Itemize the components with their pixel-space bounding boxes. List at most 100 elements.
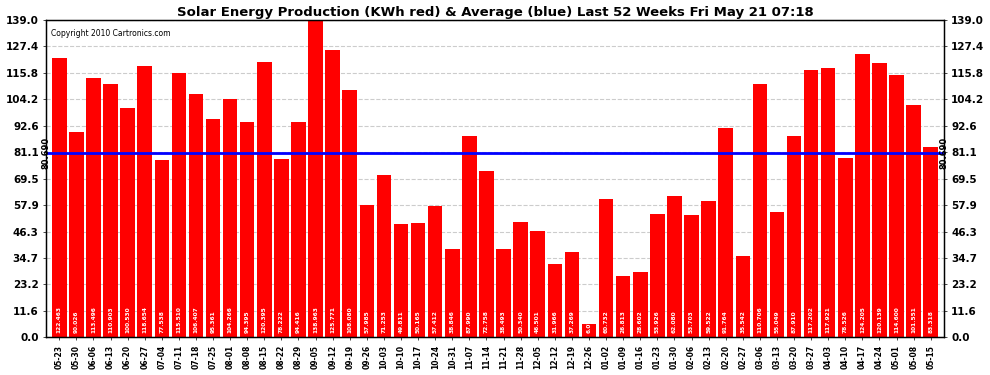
Bar	[582, 324, 596, 338]
Text: 50.340: 50.340	[518, 310, 523, 333]
Text: 62.080: 62.080	[672, 310, 677, 333]
Text: 83.318: 83.318	[929, 310, 934, 333]
Text: 78.222: 78.222	[279, 310, 284, 333]
Text: 90.026: 90.026	[74, 310, 79, 333]
Text: 35.542: 35.542	[741, 310, 745, 333]
Text: 115.510: 115.510	[176, 306, 181, 333]
Bar	[343, 90, 357, 338]
Text: 118.654: 118.654	[143, 306, 148, 333]
Bar	[564, 252, 579, 338]
Text: 46.501: 46.501	[536, 310, 541, 333]
Text: 94.416: 94.416	[296, 310, 301, 333]
Bar	[787, 136, 801, 338]
Text: 138.963: 138.963	[313, 306, 318, 333]
Text: 37.269: 37.269	[569, 310, 574, 333]
Text: 117.921: 117.921	[826, 306, 831, 333]
Text: 31.966: 31.966	[552, 310, 557, 333]
Text: 77.538: 77.538	[159, 310, 164, 333]
Text: 60.732: 60.732	[604, 310, 609, 333]
Bar	[650, 214, 664, 338]
Text: 110.903: 110.903	[108, 306, 113, 333]
Bar	[872, 63, 887, 338]
Text: 91.764: 91.764	[723, 310, 729, 333]
Text: 104.266: 104.266	[228, 306, 233, 333]
Bar	[547, 264, 562, 338]
Bar	[171, 74, 186, 338]
Bar	[889, 75, 904, 338]
Bar	[667, 195, 682, 338]
Text: 80.690: 80.690	[940, 137, 948, 169]
Bar	[69, 132, 83, 338]
Bar	[257, 62, 271, 338]
Text: 53.703: 53.703	[689, 310, 694, 333]
Text: 6.079: 6.079	[586, 314, 591, 333]
Text: 55.049: 55.049	[774, 310, 779, 333]
Bar	[394, 224, 408, 338]
Bar	[769, 211, 784, 338]
Bar	[206, 120, 221, 338]
Bar	[446, 249, 459, 338]
Bar	[616, 276, 631, 338]
Bar	[736, 256, 750, 338]
Bar	[496, 249, 511, 338]
Bar	[103, 84, 118, 338]
Bar	[291, 122, 306, 338]
Bar	[462, 136, 476, 338]
Text: 49.811: 49.811	[399, 310, 404, 333]
Bar	[839, 158, 852, 338]
Text: 113.496: 113.496	[91, 306, 96, 333]
Text: 26.813: 26.813	[621, 310, 626, 333]
Text: 78.526: 78.526	[842, 310, 847, 333]
Bar	[924, 147, 938, 338]
Text: 125.771: 125.771	[331, 306, 336, 333]
Bar	[804, 69, 819, 338]
Text: 120.395: 120.395	[261, 306, 267, 333]
Text: 59.522: 59.522	[706, 310, 711, 333]
Text: 122.463: 122.463	[56, 306, 61, 333]
Text: 57.985: 57.985	[364, 310, 369, 333]
Text: 28.602: 28.602	[638, 310, 643, 333]
Bar	[308, 20, 323, 338]
Text: 57.412: 57.412	[433, 310, 438, 333]
Bar	[599, 199, 614, 338]
Bar	[684, 214, 699, 338]
Text: 71.253: 71.253	[381, 310, 386, 333]
Text: 50.165: 50.165	[416, 310, 421, 333]
Text: 108.080: 108.080	[347, 306, 352, 333]
Bar	[189, 94, 203, 338]
Text: 95.361: 95.361	[211, 310, 216, 333]
Text: 72.758: 72.758	[484, 310, 489, 333]
Bar	[376, 175, 391, 338]
Text: 101.551: 101.551	[911, 306, 916, 333]
Bar	[907, 105, 921, 338]
Bar	[821, 68, 836, 338]
Text: 80.690: 80.690	[42, 137, 50, 169]
Bar	[359, 205, 374, 338]
Text: 38.493: 38.493	[501, 310, 506, 333]
Text: 124.205: 124.205	[860, 306, 865, 333]
Bar	[154, 160, 169, 338]
Text: 110.706: 110.706	[757, 306, 762, 333]
Text: 38.846: 38.846	[449, 310, 454, 333]
Text: 94.395: 94.395	[245, 310, 249, 333]
Bar	[633, 272, 647, 338]
Text: 87.910: 87.910	[792, 310, 797, 333]
Bar	[479, 171, 494, 338]
Text: 117.202: 117.202	[809, 306, 814, 333]
Bar	[138, 66, 151, 338]
Bar	[274, 159, 289, 338]
Bar	[240, 122, 254, 338]
Bar	[52, 57, 66, 338]
Bar	[411, 223, 426, 338]
Title: Solar Energy Production (KWh red) & Average (blue) Last 52 Weeks Fri May 21 07:1: Solar Energy Production (KWh red) & Aver…	[176, 6, 814, 18]
Text: Copyright 2010 Cartronics.com: Copyright 2010 Cartronics.com	[50, 29, 170, 38]
Bar	[531, 231, 544, 338]
Bar	[719, 128, 733, 338]
Bar	[326, 50, 340, 338]
Bar	[428, 206, 443, 338]
Bar	[514, 222, 528, 338]
Text: 114.600: 114.600	[894, 306, 899, 333]
Text: 53.926: 53.926	[654, 310, 659, 333]
Text: 106.407: 106.407	[193, 306, 198, 333]
Bar	[855, 54, 869, 338]
